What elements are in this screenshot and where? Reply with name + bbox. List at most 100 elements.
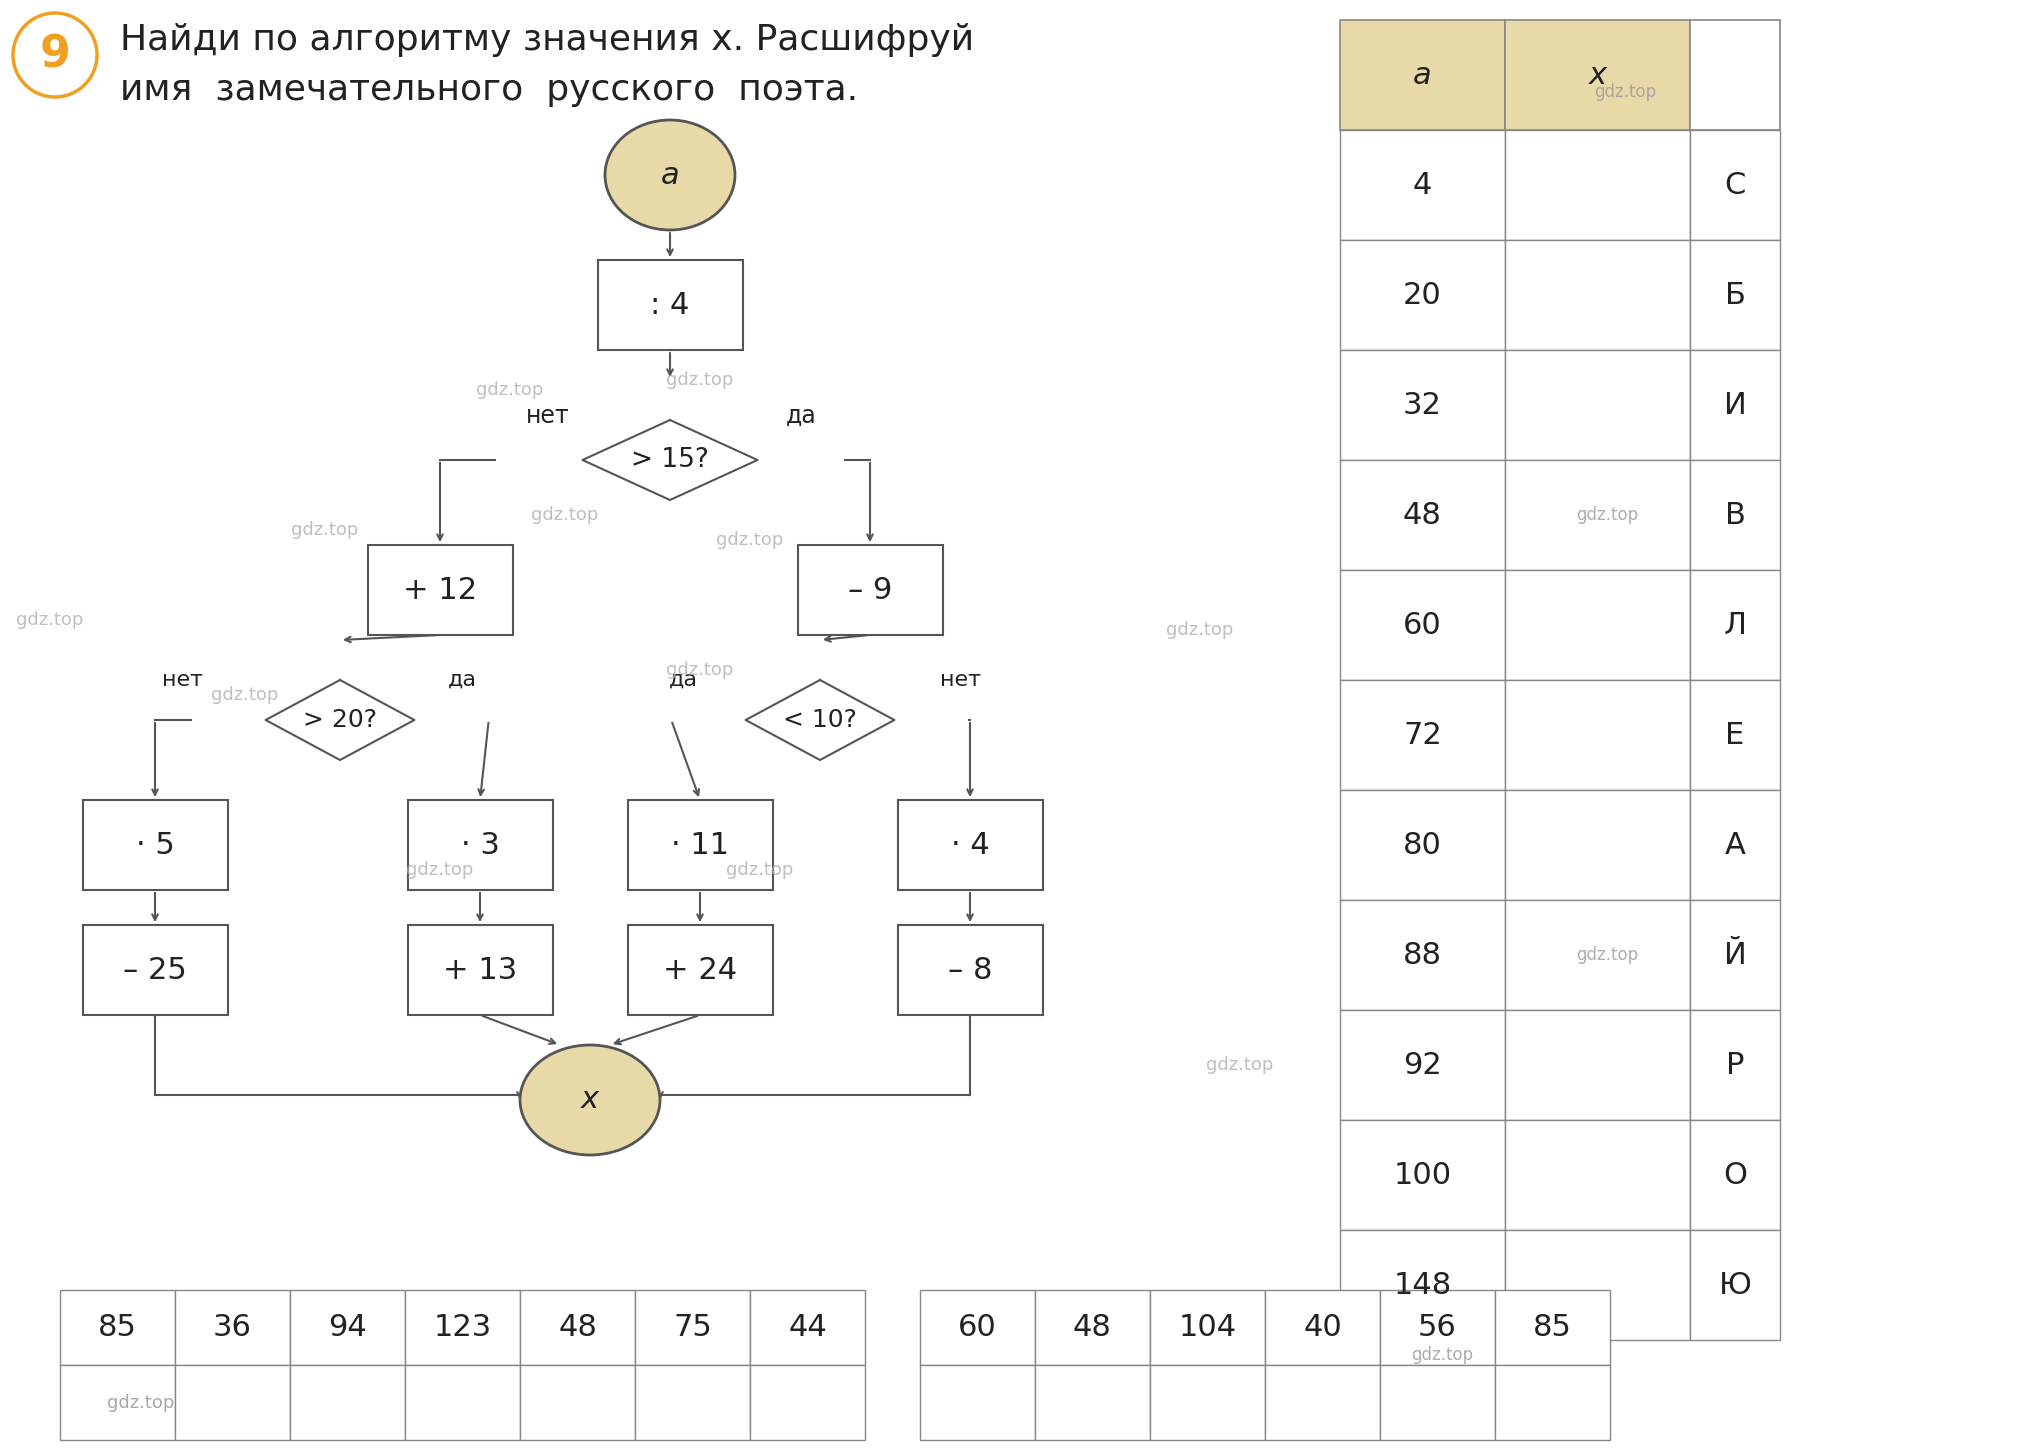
FancyBboxPatch shape — [1504, 1119, 1690, 1230]
FancyBboxPatch shape — [404, 1290, 520, 1364]
Text: 88: 88 — [1403, 941, 1442, 970]
Text: gdz.top: gdz.top — [291, 521, 358, 539]
Text: · 5: · 5 — [135, 831, 174, 860]
FancyBboxPatch shape — [1341, 1230, 1504, 1340]
Text: 60: 60 — [958, 1314, 997, 1343]
Text: gdz.top: gdz.top — [716, 531, 785, 550]
Text: Е: Е — [1725, 721, 1745, 750]
FancyBboxPatch shape — [750, 1364, 865, 1440]
FancyBboxPatch shape — [1504, 680, 1690, 790]
FancyBboxPatch shape — [1690, 680, 1779, 790]
Text: gdz.top: gdz.top — [1411, 1346, 1474, 1364]
Text: 56: 56 — [1417, 1314, 1458, 1343]
Text: 94: 94 — [328, 1314, 366, 1343]
FancyBboxPatch shape — [1035, 1290, 1151, 1364]
FancyBboxPatch shape — [596, 260, 742, 349]
Text: 40: 40 — [1302, 1314, 1343, 1343]
Text: gdz.top: gdz.top — [406, 861, 473, 879]
Text: нет: нет — [526, 405, 570, 428]
FancyBboxPatch shape — [289, 1290, 404, 1364]
FancyBboxPatch shape — [920, 1364, 1035, 1440]
Text: 48: 48 — [1403, 500, 1442, 529]
Text: : 4: : 4 — [651, 290, 690, 319]
FancyBboxPatch shape — [797, 545, 942, 635]
Text: нет: нет — [162, 670, 202, 690]
Text: < 10?: < 10? — [783, 708, 857, 732]
FancyBboxPatch shape — [1690, 790, 1779, 900]
Text: x: x — [580, 1086, 599, 1115]
FancyBboxPatch shape — [1690, 130, 1779, 241]
FancyBboxPatch shape — [1341, 349, 1504, 460]
Text: – 9: – 9 — [847, 576, 892, 605]
FancyBboxPatch shape — [1504, 349, 1690, 460]
Text: gdz.top: gdz.top — [477, 381, 544, 399]
Text: 80: 80 — [1403, 831, 1442, 860]
FancyBboxPatch shape — [1504, 1011, 1690, 1119]
FancyBboxPatch shape — [898, 800, 1043, 890]
Text: 85: 85 — [97, 1314, 137, 1343]
FancyBboxPatch shape — [1690, 900, 1779, 1011]
Text: gdz.top: gdz.top — [1575, 506, 1638, 523]
FancyBboxPatch shape — [1690, 570, 1779, 680]
FancyBboxPatch shape — [1341, 680, 1504, 790]
FancyBboxPatch shape — [1341, 20, 1504, 130]
Text: – 25: – 25 — [123, 956, 186, 985]
FancyBboxPatch shape — [83, 925, 228, 1015]
Text: 75: 75 — [673, 1314, 712, 1343]
FancyBboxPatch shape — [1151, 1364, 1266, 1440]
FancyBboxPatch shape — [1690, 1119, 1779, 1230]
Text: 92: 92 — [1403, 1050, 1442, 1079]
Text: – 8: – 8 — [948, 956, 993, 985]
Text: да: да — [669, 670, 698, 690]
FancyBboxPatch shape — [1341, 900, 1504, 1011]
FancyBboxPatch shape — [404, 1364, 520, 1440]
FancyBboxPatch shape — [1504, 130, 1690, 241]
FancyBboxPatch shape — [408, 925, 552, 1015]
Text: А: А — [1725, 831, 1745, 860]
FancyBboxPatch shape — [1266, 1364, 1379, 1440]
FancyBboxPatch shape — [176, 1290, 289, 1364]
FancyBboxPatch shape — [1151, 1290, 1266, 1364]
Text: 32: 32 — [1403, 390, 1442, 419]
Text: 44: 44 — [789, 1314, 827, 1343]
FancyBboxPatch shape — [1504, 20, 1690, 130]
Text: > 15?: > 15? — [631, 447, 710, 473]
FancyBboxPatch shape — [635, 1364, 750, 1440]
Text: gdz.top: gdz.top — [16, 610, 83, 629]
FancyBboxPatch shape — [83, 800, 228, 890]
Text: + 24: + 24 — [663, 956, 738, 985]
FancyBboxPatch shape — [1504, 790, 1690, 900]
FancyBboxPatch shape — [289, 1364, 404, 1440]
Text: + 12: + 12 — [402, 576, 477, 605]
FancyBboxPatch shape — [1504, 570, 1690, 680]
Text: 4: 4 — [1413, 171, 1432, 200]
Text: И: И — [1723, 390, 1747, 419]
FancyBboxPatch shape — [1504, 1230, 1690, 1340]
Text: имя  замечательного  русского  поэта.: имя замечательного русского поэта. — [119, 72, 857, 107]
Text: gdz.top: gdz.top — [212, 686, 279, 705]
FancyBboxPatch shape — [1341, 130, 1504, 241]
FancyBboxPatch shape — [1379, 1364, 1494, 1440]
Text: gdz.top: gdz.top — [1207, 1056, 1274, 1074]
Text: 100: 100 — [1393, 1160, 1452, 1189]
FancyBboxPatch shape — [1690, 241, 1779, 349]
FancyBboxPatch shape — [627, 800, 772, 890]
FancyBboxPatch shape — [61, 1290, 176, 1364]
FancyBboxPatch shape — [1504, 460, 1690, 570]
Text: Л: Л — [1723, 610, 1747, 639]
Text: a: a — [1413, 61, 1432, 90]
Text: да: да — [787, 405, 817, 428]
FancyBboxPatch shape — [1504, 900, 1690, 1011]
Text: 20: 20 — [1403, 280, 1442, 309]
Text: 48: 48 — [1074, 1314, 1112, 1343]
Text: a: a — [661, 161, 679, 190]
FancyBboxPatch shape — [898, 925, 1043, 1015]
Text: 60: 60 — [1403, 610, 1442, 639]
Text: Р: Р — [1727, 1050, 1745, 1079]
Text: 48: 48 — [558, 1314, 596, 1343]
Text: gdz.top: gdz.top — [1593, 83, 1656, 100]
Text: В: В — [1725, 500, 1745, 529]
FancyBboxPatch shape — [1690, 20, 1779, 130]
Text: 85: 85 — [1533, 1314, 1571, 1343]
Text: gdz.top: gdz.top — [107, 1393, 174, 1411]
